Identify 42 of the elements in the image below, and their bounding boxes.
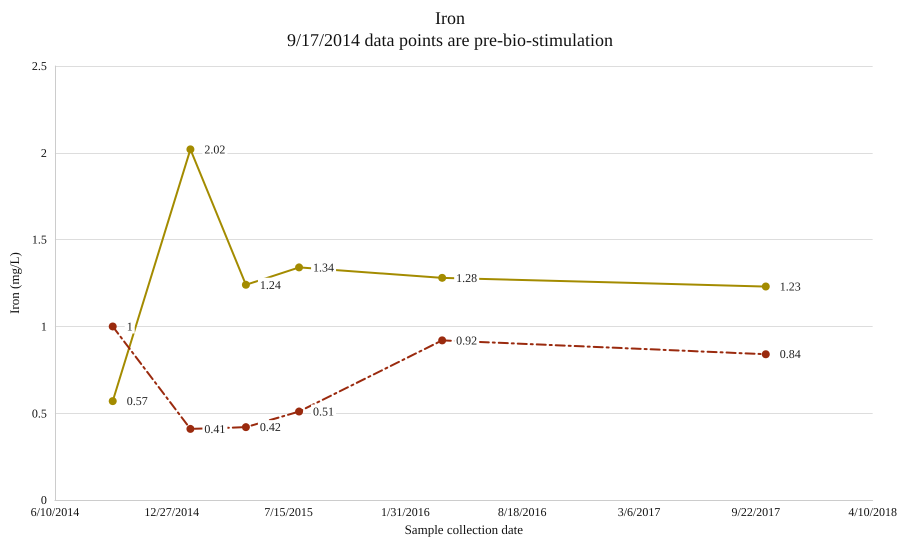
point [295, 408, 304, 416]
x-tick-label: 9/22/2017 [732, 505, 780, 520]
y-tick-label: 0.5 [32, 406, 47, 420]
point [186, 145, 194, 154]
point [108, 397, 117, 406]
y-tick-label: 0 [40, 493, 47, 508]
data-label: 0.41 [204, 422, 226, 436]
x-tick-label: 3/6/2017 [618, 505, 660, 520]
data-label: 1.28 [456, 270, 478, 285]
data-label: 0.57 [126, 394, 148, 408]
data-label: 1.34 [313, 260, 334, 274]
x-tick-label: 1/31/2016 [381, 505, 430, 520]
data-label: 2.02 [204, 142, 226, 156]
data-label: 0.51 [313, 404, 334, 419]
point [295, 263, 304, 272]
point [438, 336, 446, 344]
data-label: 1.24 [260, 278, 281, 292]
data-label: 0.92 [456, 333, 478, 348]
chart-subtitle: 9/17/2014 data points are pre-bio-stimulation [287, 30, 613, 50]
data-label: 0.42 [260, 420, 281, 434]
point [762, 282, 770, 291]
y-tick-label: 1.5 [32, 232, 47, 247]
y-axis-title: Iron (mg/L) [7, 252, 22, 314]
data-label: 1.23 [780, 280, 801, 294]
data-label: 1 [126, 319, 133, 334]
point [242, 280, 250, 289]
x-tick-label: 8/18/2016 [498, 505, 547, 520]
x-tick-label: 6/10/2014 [30, 505, 80, 520]
y-tick-label: 2.5 [32, 59, 47, 73]
point [108, 322, 117, 330]
x-axis-title: Sample collection date [404, 522, 524, 537]
x-tick-label: 7/15/2015 [264, 505, 313, 520]
x-tick-label: 12/27/2014 [144, 505, 200, 520]
point [186, 424, 194, 433]
x-tick-label: 4/10/2018 [848, 505, 897, 520]
point [242, 423, 250, 432]
y-tick-label: 1 [40, 319, 47, 334]
data-label: 0.84 [780, 347, 801, 362]
y-tick-label: 2 [40, 146, 47, 160]
chart-title: Iron [435, 8, 465, 28]
point [762, 350, 770, 358]
point [438, 274, 446, 282]
